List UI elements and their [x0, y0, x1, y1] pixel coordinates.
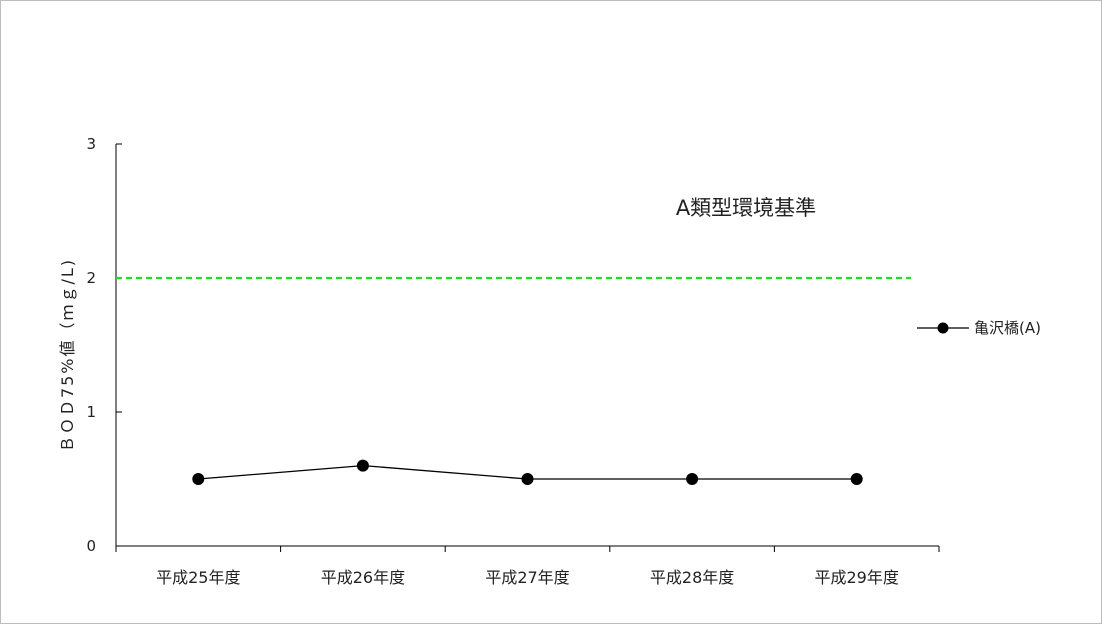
- legend-label: 亀沢橋(A): [974, 319, 1041, 337]
- x-tick-label: 平成27年度: [485, 568, 569, 587]
- axes: [115, 143, 940, 552]
- y-tick-label: 0: [86, 537, 96, 555]
- data-point: [686, 473, 699, 485]
- data-point: [356, 459, 369, 472]
- y-tick-label: 2: [86, 269, 96, 287]
- labels-group: 0 1 2 3 平成25年度 平成26年度 平成27年度 平成28年度 平成29年度 ＢＯＤ75%…: [58, 135, 899, 587]
- legend: 亀沢橋(A): [917, 319, 1041, 337]
- y-axis-title: ＢＯＤ75%値（ｍｇ/L): [58, 258, 77, 452]
- data-point: [521, 473, 534, 485]
- x-tick-label: 平成26年度: [321, 568, 405, 587]
- series-group: [192, 459, 863, 485]
- reference-line-label: A類型環境基準: [676, 196, 816, 220]
- x-tick-label: 平成25年度: [156, 568, 240, 587]
- data-point: [850, 473, 863, 485]
- legend-marker: [937, 322, 949, 334]
- y-tick-label: 1: [86, 403, 96, 421]
- y-tick-label: 3: [86, 135, 96, 153]
- x-tick-label: 平成29年度: [815, 568, 899, 587]
- x-tick-label: 平成28年度: [650, 568, 734, 587]
- data-point: [192, 473, 205, 485]
